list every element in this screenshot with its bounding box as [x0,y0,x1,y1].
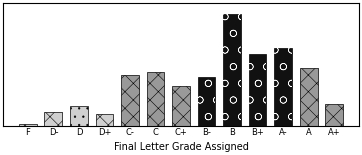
Bar [325,104,343,126]
Bar [121,75,139,126]
Bar [19,124,37,126]
Bar [249,54,266,126]
Bar [198,77,215,126]
X-axis label: Final Letter Grade Assigned: Final Letter Grade Assigned [114,142,248,152]
Bar [274,48,292,126]
Bar [172,86,190,126]
Bar [198,77,215,126]
Bar [45,112,62,126]
Bar [96,114,113,126]
Bar [300,68,317,126]
Bar [70,106,88,126]
Bar [223,14,241,126]
Bar [147,72,164,126]
Bar [249,54,266,126]
Bar [223,14,241,126]
Bar [274,48,292,126]
